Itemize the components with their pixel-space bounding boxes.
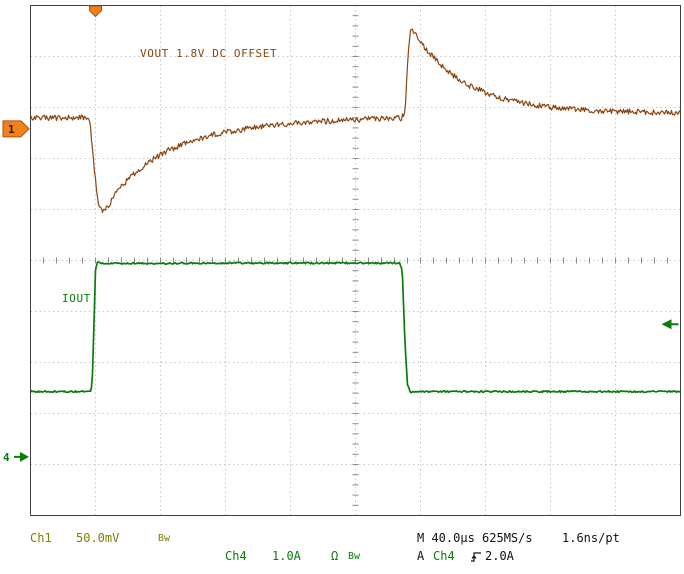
ch1-waveform-label: VOUT 1.8V DC OFFSET (140, 47, 278, 60)
rising-edge-icon (471, 552, 481, 562)
ch4-reference-marker (20, 451, 29, 462)
trigger-mode: A (417, 549, 425, 563)
ch1-reference-marker (2, 120, 30, 138)
trigger-level-arrow (661, 319, 672, 330)
trigger-source: Ch4 (433, 549, 455, 563)
trigger-position-marker (89, 5, 102, 18)
ch1-bandwidth-badge: Bw (158, 533, 171, 544)
ch4-bandwidth-badge: Bw (348, 551, 361, 562)
ch1-vertical-scale: 50.0mV (76, 531, 120, 545)
trigger-level: 2.0A (485, 549, 514, 563)
graticule-border (30, 5, 681, 516)
ch4-coupling: Ω (331, 549, 339, 563)
ch1-reference-marker-label: 1 (8, 123, 15, 136)
ch1-channel-name: Ch1 (30, 531, 52, 545)
ch4-vertical-scale: 1.0A (272, 549, 301, 563)
ch4-reference-marker-label: 4 (3, 451, 10, 464)
ch4-channel-name: Ch4 (225, 549, 247, 563)
trace-ch4-iout (29, 261, 681, 394)
trace-ch1-vout (29, 28, 681, 213)
sample-resolution: 1.6ns/pt (562, 531, 620, 545)
timebase-readout: M 40.0µs 625MS/s (417, 531, 533, 545)
ch4-waveform-label: IOUT (62, 292, 91, 305)
